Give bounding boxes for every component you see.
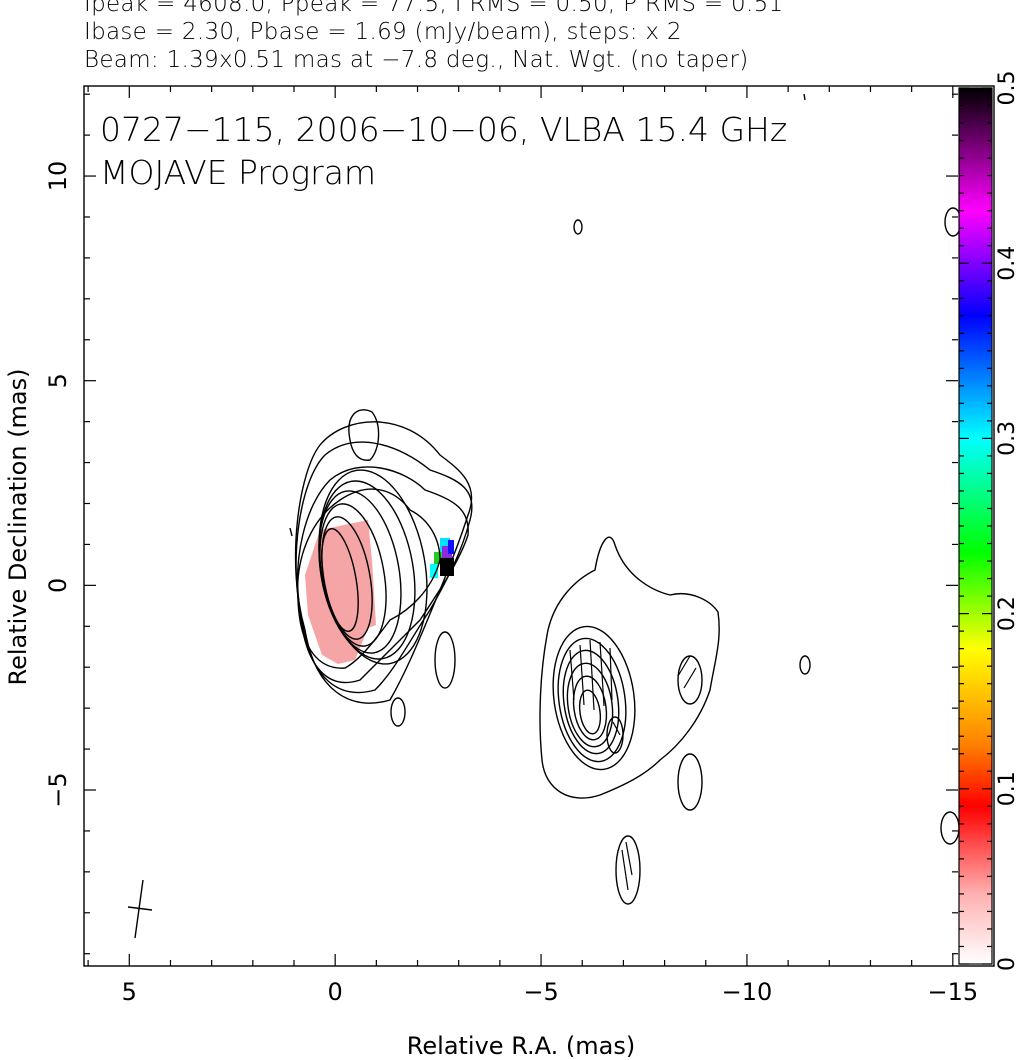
jet-contour — [566, 662, 614, 748]
polarization-pixel — [448, 540, 454, 554]
core-outer-contour — [295, 441, 473, 694]
jet-contour — [572, 675, 608, 741]
small-contour — [606, 716, 624, 754]
axis-ticks — [84, 86, 958, 966]
core-outer-contour — [297, 466, 469, 684]
contour — [348, 409, 380, 461]
x-tick-label: 5 — [122, 978, 137, 1006]
jet-contour — [557, 637, 627, 763]
y-axis-label: Relative Declination (mas) — [4, 368, 32, 685]
jet-contour — [578, 689, 602, 735]
colorbar-tick-label: 0.2 — [995, 596, 1020, 631]
polarization-pixel — [442, 546, 452, 560]
y-tick-label: −5 — [44, 772, 72, 807]
beam-symbol — [127, 879, 153, 939]
core-outer-contour — [296, 488, 441, 669]
header-line-2: Ibase = 2.30, Pbase = 1.69 (mJy/beam), s… — [84, 19, 682, 45]
contour-fragment — [289, 527, 293, 537]
colorbar-ticks — [959, 87, 992, 965]
small-contour — [434, 631, 456, 689]
x-tick-label: 0 — [328, 978, 343, 1006]
header-line-3: Beam: 1.39x0.51 mas at −7.8 deg., Nat. W… — [84, 47, 749, 73]
small-contour — [573, 219, 583, 235]
colorbar-tick-label: 0.5 — [995, 71, 1020, 106]
intensity-contours — [289, 93, 962, 905]
small-contour — [677, 753, 703, 811]
small-contour — [615, 835, 641, 905]
jet-outer-contour — [539, 536, 720, 799]
y-tick-label: 0 — [44, 578, 72, 593]
colorbar-tick-label: 0 — [995, 957, 1020, 971]
chart-title: 0727−115, 2006−10−06, VLBA 15.4 GHz — [100, 110, 787, 149]
jet-contour — [562, 649, 620, 755]
polarization-pixel — [440, 538, 450, 552]
small-contour — [940, 811, 960, 845]
small-contour — [390, 697, 406, 727]
chart-subtitle: MOJAVE Program — [100, 153, 376, 192]
y-tick-label: 5 — [44, 373, 72, 388]
core-contour — [321, 516, 373, 640]
colorbar-tick-label: 0.4 — [995, 246, 1020, 281]
contour-fragment — [803, 93, 806, 101]
x-axis-label: Relative R.A. (mas) — [407, 1032, 635, 1060]
core-polarization-patch — [305, 520, 376, 664]
x-tick-label: −5 — [523, 978, 558, 1006]
plot-frame — [83, 85, 995, 967]
colorbar-tick-label: 0.1 — [995, 771, 1020, 806]
x-tick-label: −10 — [722, 978, 773, 1006]
x-tick-label: −15 — [927, 978, 978, 1006]
polarization-layer — [305, 520, 454, 664]
polarization-pixel — [430, 564, 438, 578]
y-tick-label: 10 — [44, 161, 72, 192]
small-contour — [677, 655, 703, 705]
core-contour — [318, 469, 428, 665]
colorbar-tick-label: 0.3 — [995, 421, 1020, 456]
header-line-1: Ipeak = 4608.0, Ppeak = 77.5, I RMS = 0.… — [84, 0, 784, 17]
evpa-vectors — [569, 639, 697, 891]
small-contour — [799, 655, 811, 675]
core-outer-contour — [294, 421, 473, 704]
jet-contour — [552, 625, 636, 771]
polarization-pixel — [434, 552, 442, 564]
